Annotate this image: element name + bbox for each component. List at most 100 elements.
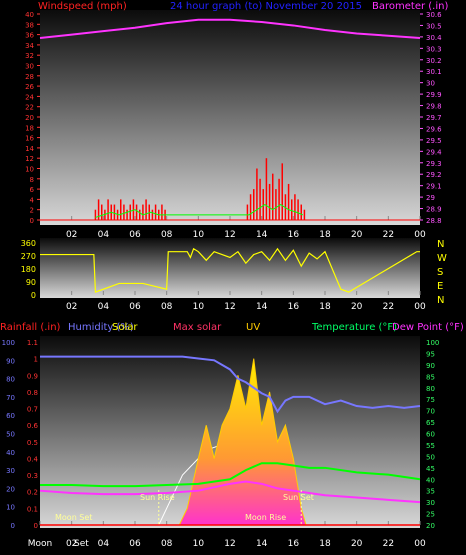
- panel1-x-tick-label: 12: [224, 230, 235, 240]
- temperature-y-tick-label: 95: [426, 350, 435, 358]
- humidity-y-tick-label: 0: [11, 522, 15, 530]
- chart-title: 24 hour graph (to) November 20 2015: [170, 1, 362, 12]
- barometer-y-tick-label: 29.1: [426, 183, 442, 191]
- barometer-y-tick-label: 30.5: [426, 22, 442, 30]
- rainfall-y-tick-label: 0.8: [27, 389, 38, 397]
- barometer-y-tick-label: 29.8: [426, 103, 442, 111]
- panel2-x-tick-label: 02: [66, 302, 77, 312]
- temperature-y-tick-label: 20: [426, 522, 435, 530]
- barometer-y-tick-label: 29.3: [426, 160, 442, 168]
- dewpoint-line: [39, 480, 421, 504]
- barometer-y-tick-label: 29.9: [426, 91, 442, 99]
- sunrise-annotation: Sun Rise: [140, 493, 175, 502]
- panel3-x-tick-label: 10: [193, 539, 205, 549]
- rainfall-y-tick-label: 0.6: [27, 422, 39, 430]
- rainfall-y-tick-label: 0.4: [27, 455, 39, 463]
- panel2-x-tick-label: 10: [193, 302, 205, 312]
- barometer-y-tick-label: 28.8: [426, 217, 442, 225]
- panel1-x-tick-label: 16: [288, 230, 300, 240]
- temperature-y-tick-label: 70: [426, 408, 435, 416]
- panel2-background: [40, 238, 420, 298]
- barometer-y-tick-label: 30.6: [426, 11, 442, 19]
- temperature-line: [40, 462, 421, 488]
- humidity-y-tick-label: 30: [6, 467, 15, 475]
- dew-point-axis-label: Dew Point (°F): [392, 322, 464, 333]
- panel2-x-tick-label: 18: [319, 302, 331, 312]
- panel2-x-tick-label: 08: [161, 302, 173, 312]
- panel3-x-tick-label: 08: [161, 539, 173, 549]
- solar-label: Solar: [112, 322, 138, 333]
- temperature-y-tick-label: 85: [426, 373, 435, 381]
- compass-label: N: [437, 239, 444, 250]
- panel3-x-tick-label: 20: [351, 539, 363, 549]
- uv-label: UV: [246, 322, 260, 333]
- panel1-background: [40, 10, 420, 225]
- panel2-x-tick-label: 16: [288, 302, 300, 312]
- panel2-x-tick-label: 06: [129, 302, 141, 312]
- barometer-y-tick-label: 28.9: [426, 206, 442, 214]
- humidity-y-tick-label: 50: [6, 431, 15, 439]
- compass-label: E: [437, 281, 443, 292]
- barometer-y-tick-label: 29.5: [426, 137, 442, 145]
- panel1-x-tick-label: 00: [414, 230, 426, 240]
- panel1-x-tick-label: 10: [193, 230, 205, 240]
- panel3-x-tick-label: 12: [224, 539, 235, 549]
- max-solar-label: Max solar: [173, 322, 222, 333]
- panel1-x-tick-label: 18: [319, 230, 331, 240]
- panel2-x-tick-label: 14: [256, 302, 268, 312]
- temperature-y-tick-label: 75: [426, 396, 435, 404]
- temperature-y-tick-label: 35: [426, 488, 435, 496]
- panel3-x-tick-label: 16: [288, 539, 300, 549]
- panel1-x-tick-label: 02: [66, 230, 77, 240]
- humidity-y-tick-label: 100: [2, 339, 15, 347]
- windspeed-y-tick-label: 38: [25, 21, 34, 29]
- uv-area: [178, 358, 307, 526]
- windspeed-y-tick-label: 24: [25, 93, 34, 101]
- windspeed-y-tick-label: 8: [30, 176, 34, 184]
- panel1-x-tick-label: 20: [351, 230, 363, 240]
- panel3-x-tick-label: 04: [98, 539, 110, 549]
- barometer-axis-label: Barometer (.in): [372, 1, 448, 12]
- barometer-y-tick-label: 29.6: [426, 125, 442, 133]
- moonset-annotation: Moon Set: [55, 513, 92, 522]
- compass-label: W: [437, 253, 447, 264]
- rainfall-y-tick-label: 1: [34, 356, 38, 364]
- temperature-y-tick-label: 40: [426, 476, 435, 484]
- humidity-y-tick-label: 70: [6, 394, 15, 402]
- humidity-y-tick-label: 20: [6, 485, 15, 493]
- direction-y-tick-label: 360: [21, 239, 36, 248]
- panel3-x-tick-label: 02: [66, 539, 77, 549]
- panel3-x-tick-label: 00: [414, 539, 426, 549]
- rainfall-y-tick-label: 0.5: [27, 439, 38, 447]
- windspeed-y-tick-label: 26: [25, 83, 34, 91]
- windspeed-y-tick-label: 6: [30, 186, 35, 194]
- rainfall-y-tick-label: 1.1: [27, 339, 38, 347]
- temperature-y-tick-label: 65: [426, 419, 435, 427]
- windspeed-y-tick-label: 2: [30, 207, 34, 215]
- barometer-y-tick-label: 29: [426, 194, 435, 202]
- panel3-x-tick-label: 14: [256, 539, 268, 549]
- compass-label: N: [437, 295, 444, 306]
- panel1-x-tick-label: 08: [161, 230, 173, 240]
- humidity-y-tick-label: 80: [6, 376, 15, 384]
- humidity-y-tick-label: 60: [6, 412, 15, 420]
- windspeed-y-tick-label: 32: [25, 52, 34, 60]
- panel3-x-tick-label: 18: [319, 539, 331, 549]
- windspeed-y-tick-label: 36: [25, 32, 34, 40]
- panel3-x-tick-label: 22: [383, 539, 394, 549]
- barometer-y-tick-label: 30.4: [426, 34, 442, 42]
- windspeed-y-tick-label: 14: [25, 145, 34, 153]
- sunset-annotation: Sun Set: [283, 493, 314, 502]
- rainfall-y-tick-label: 0: [34, 522, 38, 530]
- temperature-y-tick-label: 45: [426, 465, 435, 473]
- temperature-axis-label: Temperature (°F): [311, 322, 397, 333]
- humidity-line: [40, 355, 421, 414]
- temperature-y-tick-label: 30: [426, 499, 435, 507]
- windspeed-y-tick-label: 0: [30, 217, 34, 225]
- windspeed-y-tick-label: 16: [25, 135, 34, 143]
- gust-line: [95, 203, 304, 218]
- panel1-x-tick-label: 22: [383, 230, 394, 240]
- rainfall-y-tick-label: 0.9: [27, 372, 38, 380]
- moonrise-annotation: Moon Rise: [245, 513, 286, 522]
